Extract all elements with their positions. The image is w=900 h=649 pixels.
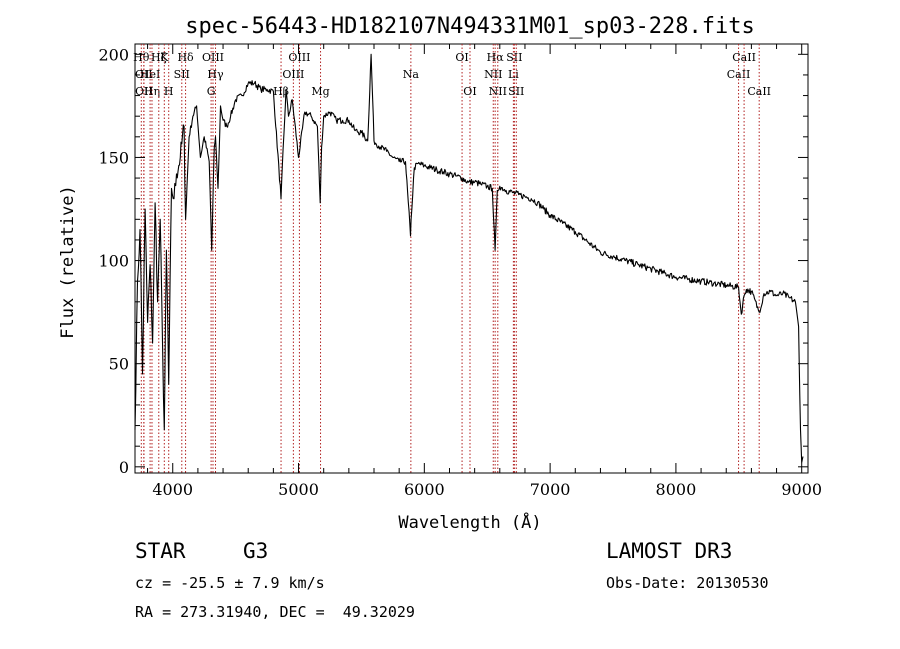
spectral-line-label: SII xyxy=(508,85,524,98)
spectral-subclass: G3 xyxy=(243,539,269,563)
spectral-line-label: Hα xyxy=(487,51,505,64)
spectral-line-label: Li xyxy=(508,68,519,81)
y-tick-label: 50 xyxy=(109,355,129,374)
spectral-line-label: Hθ xyxy=(133,51,150,64)
spectral-line-label: Hζ xyxy=(151,51,167,64)
x-tick-label: 7000 xyxy=(530,480,571,499)
redshift-velocity: cz = -25.5 ± 7.9 km/s xyxy=(135,574,325,592)
spectral-line-label: NII xyxy=(489,85,507,98)
spectral-line-label: CaII xyxy=(732,51,756,64)
spectral-line-label: Hβ xyxy=(273,85,289,98)
chart-title: spec-56443-HD182107N494331M01_sp03-228.f… xyxy=(185,14,755,39)
spectral-line-label: OIII xyxy=(288,51,310,64)
flux-series-line xyxy=(134,53,804,464)
y-tick-label: 200 xyxy=(98,45,129,64)
coordinates: RA = 273.31940, DEC = 49.32029 xyxy=(135,603,415,621)
spectral-line-label: G xyxy=(207,85,216,98)
x-axis-label: Wavelength (Å) xyxy=(398,511,541,533)
spectral-line-label: H xyxy=(164,85,174,98)
spectral-line-label: Na xyxy=(403,68,420,81)
spectral-line-label: SII xyxy=(174,68,190,81)
spectral-line-label: OI xyxy=(463,85,476,98)
spectral-line-label: OI xyxy=(455,51,468,64)
y-axis-ticks: 0 50 100 150 200 xyxy=(98,45,808,477)
x-tick-label: 6000 xyxy=(404,480,445,499)
spectral-line-label: NII xyxy=(484,68,502,81)
object-class: STAR xyxy=(135,539,186,563)
spectral-line-label: CaII xyxy=(747,85,771,98)
x-tick-label: 5000 xyxy=(278,480,319,499)
x-tick-label: 4000 xyxy=(152,480,193,499)
spectral-line-label: CaII xyxy=(727,68,751,81)
observation-date: Obs-Date: 20130530 xyxy=(606,574,769,592)
spectral-line-label: Hγ xyxy=(207,68,224,81)
spectral-line-label: OIII xyxy=(282,68,304,81)
spectral-line-label: Hη xyxy=(144,85,160,98)
y-tick-label: 100 xyxy=(98,252,129,271)
x-tick-label: 8000 xyxy=(656,480,697,499)
spectral-line-label: OIII xyxy=(202,51,224,64)
spectral-line-label: OII xyxy=(135,68,153,81)
y-tick-label: 150 xyxy=(98,148,129,167)
spectral-line-label: SII xyxy=(506,51,522,64)
spectral-line-label: Hδ xyxy=(177,51,194,64)
spectral-line-label: OII xyxy=(135,85,153,98)
survey-name: LAMOST DR3 xyxy=(606,539,733,563)
spectral-line-label: Mg xyxy=(311,85,329,98)
plot-frame xyxy=(134,43,809,474)
x-tick-label: 9000 xyxy=(781,480,822,499)
spectral-line-label: HeI xyxy=(140,68,160,81)
spectral-line-label: K xyxy=(160,51,169,64)
y-tick-label: 0 xyxy=(119,458,129,477)
x-axis-ticks: 4000 5000 6000 7000 8000 9000 xyxy=(147,44,822,499)
series-layer xyxy=(134,53,804,464)
y-axis-label: Flux (relative) xyxy=(58,185,78,339)
